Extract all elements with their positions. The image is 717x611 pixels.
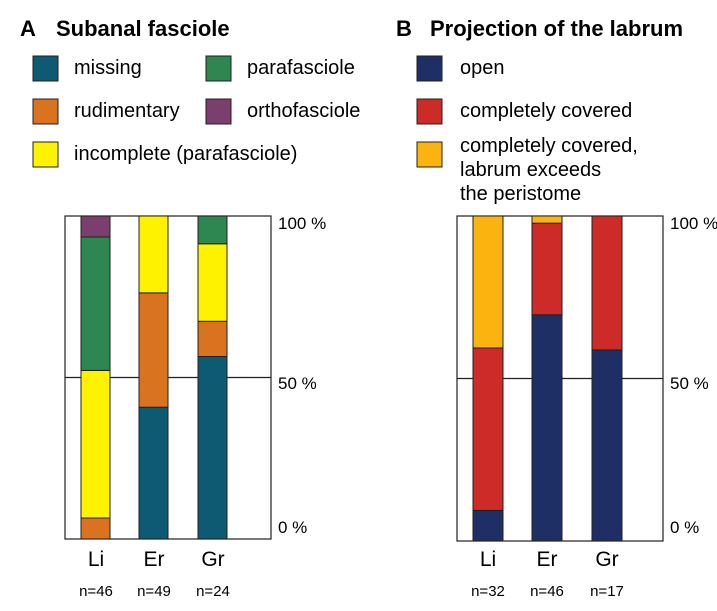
- bar-segment-a-gr-rudimentary: [197, 320, 228, 358]
- legend-a-swatch-incomplete: [32, 141, 59, 168]
- panel-b-title: Projection of the labrum: [430, 16, 683, 41]
- legend-a-swatch-orthofasciole: [205, 98, 232, 125]
- panel-b-plot: 100 % 50 % 0 % Li n=32 Er n=46 Gr n=17: [456, 214, 717, 600]
- category-label-b-er: Er: [537, 548, 558, 571]
- panel-b-ytick-100: 100 %: [670, 214, 717, 233]
- bar-segment-b-li-completely: [472, 347, 504, 511]
- bar-segment-a-gr-parafasciole: [197, 215, 228, 245]
- panel-a-plot: 100 % 50 % 0 % Li n=46 Er n=49 Gr n=24: [64, 214, 326, 600]
- legend-b-swatch-completely-covered: [416, 98, 443, 125]
- legend-a-label-rudimentary: rudimentary: [74, 100, 180, 122]
- panel-a-ytick-50: 50 %: [278, 374, 317, 393]
- panel-b-ytick-0: 0 %: [670, 518, 699, 537]
- legend-b-label-open: open: [460, 57, 505, 79]
- panel-a-legend: missing parafasciole rudimentary orthofa…: [32, 55, 360, 168]
- bar-segment-a-er-incomplete: [138, 215, 169, 294]
- bar-segment-a-li-parafasciole: [80, 236, 111, 371]
- legend-a-swatch-missing: [32, 55, 59, 82]
- panel-b-legend: open completely covered completely cover…: [416, 55, 638, 205]
- bar-segment-a-er-missing: [138, 406, 169, 540]
- sample-size-b-er: n=46: [530, 583, 564, 600]
- sample-size-a-gr: n=24: [196, 583, 230, 600]
- panel-b-letter: B: [396, 16, 412, 41]
- category-label-a-gr: Gr: [201, 548, 224, 571]
- legend-a-label-incomplete: incomplete (parafasciole): [74, 143, 297, 165]
- sample-size-a-er: n=49: [137, 583, 171, 600]
- legend-a-label-parafasciole: parafasciole: [247, 57, 355, 79]
- panel-a-ytick-100: 100 %: [278, 214, 326, 233]
- bar-segment-b-er-completely: [531, 215, 563, 224]
- panel-b-category-labels: Li n=32 Er n=46 Gr n=17: [471, 548, 624, 600]
- bar-segment-a-er-rudimentary: [138, 292, 169, 408]
- sample-size-b-li: n=32: [471, 583, 505, 600]
- legend-b-label-completely-covered: completely covered: [460, 100, 632, 122]
- legend-b-label-labrum-exceeds: completely covered, labrum exceeds the per…: [460, 135, 638, 205]
- panel-a-letter: A: [20, 16, 36, 41]
- bar-segment-a-gr-incomplete: [197, 243, 228, 322]
- sample-size-a-li: n=46: [79, 583, 113, 600]
- sample-size-b-gr: n=17: [590, 583, 624, 600]
- category-label-b-li: Li: [480, 548, 496, 571]
- bar-segment-b-er-completely: [531, 222, 563, 316]
- panel-a: A Subanal fasciole missing parafasciole …: [20, 16, 360, 600]
- panel-a-category-labels: Li n=46 Er n=49 Gr n=24: [79, 548, 230, 600]
- panel-a-title: Subanal fasciole: [56, 16, 230, 41]
- legend-b-swatch-open: [416, 55, 443, 82]
- bar-segment-b-gr-completely: [591, 215, 623, 351]
- panel-b-bars: [472, 215, 623, 542]
- category-label-b-gr: Gr: [595, 548, 618, 571]
- legend-a-swatch-rudimentary: [32, 98, 59, 125]
- bar-segment-a-li-incomplete: [80, 369, 111, 519]
- panel-b-ytick-50: 50 %: [670, 374, 709, 393]
- bar-segment-a-gr-missing: [197, 356, 228, 540]
- category-label-a-li: Li: [88, 548, 104, 571]
- panel-b: B Projection of the labrum open complete…: [396, 16, 717, 600]
- legend-a-swatch-parafasciole: [205, 55, 232, 82]
- bar-segment-a-li-orthofasciole: [80, 215, 111, 238]
- panel-a-ytick-0: 0 %: [278, 518, 307, 537]
- legend-a-label-orthofasciole: orthofasciole: [247, 100, 360, 122]
- bar-segment-b-gr-open: [591, 349, 623, 542]
- panel-a-bars: [80, 215, 228, 540]
- legend-b-swatch-labrum-exceeds: [416, 141, 443, 168]
- legend-a-label-missing: missing: [74, 57, 142, 79]
- bar-segment-b-er-open: [531, 314, 563, 542]
- bar-segment-a-li-rudimentary: [80, 517, 111, 540]
- category-label-a-er: Er: [144, 548, 165, 571]
- bar-segment-b-li-open: [472, 509, 504, 542]
- bar-segment-b-li-completely: [472, 215, 504, 349]
